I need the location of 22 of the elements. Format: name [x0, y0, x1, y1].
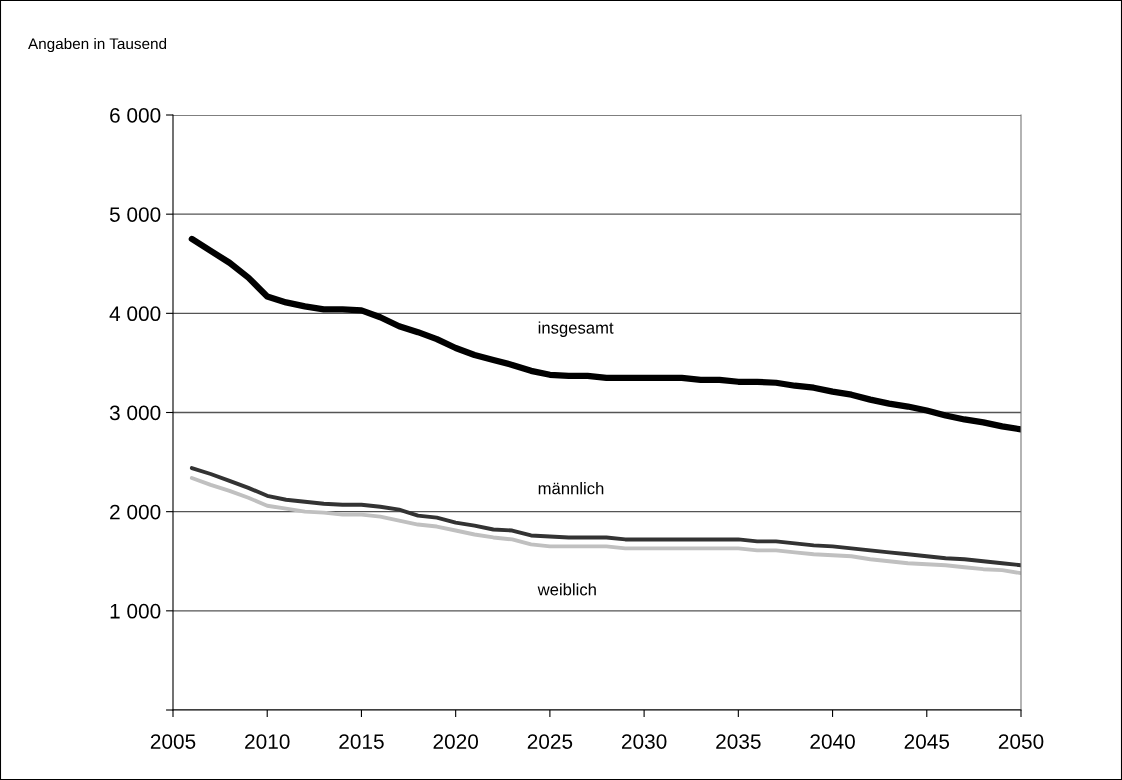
x-tick-label: 2040: [810, 734, 855, 749]
line-series: [189, 476, 1021, 576]
x-tick-label: 2005: [150, 734, 196, 749]
y-axis-title: Angaben in Tausend: [28, 37, 167, 53]
text: insgesamt: [538, 321, 614, 337]
y-tick-label: 3 000: [109, 405, 161, 421]
text: männlich: [538, 482, 604, 495]
y-tick-label: 2 000: [110, 504, 161, 520]
y-tick-label: 4 000: [109, 306, 161, 322]
line-series: [189, 466, 1021, 568]
x-tick-label: 2010: [245, 734, 290, 749]
x-tick-label: 2020: [433, 734, 479, 749]
x-tick-label: 2045: [904, 734, 950, 749]
text: weiblich: [537, 583, 596, 596]
x-tick-label: 2015: [339, 734, 384, 749]
x-tick-label: 2030: [621, 734, 667, 749]
y-tick-label: 6 000: [110, 108, 161, 123]
x-tick-label: 2050: [998, 734, 1044, 749]
y-tick-label: 5 000: [109, 207, 161, 222]
x-tick-label: 2035: [716, 734, 761, 749]
y-tick-label: 1 000: [110, 603, 161, 619]
x-tick-label: 2025: [527, 734, 573, 749]
